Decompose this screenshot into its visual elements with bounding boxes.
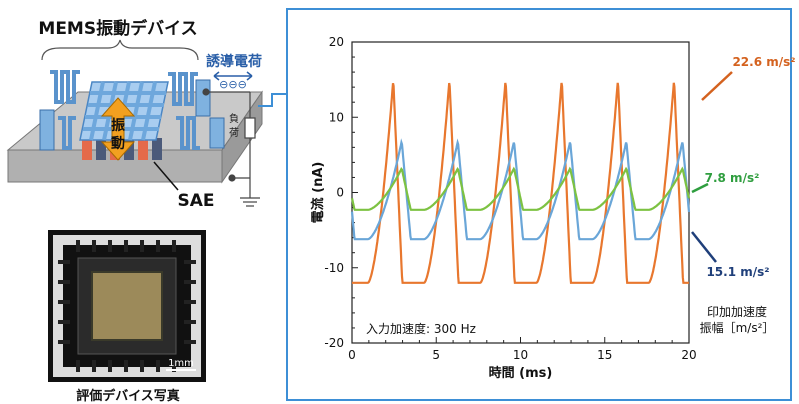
induced-charge-label: 誘導電荷 [206, 53, 262, 70]
load-label-1: 負 [229, 113, 239, 125]
connector-line [258, 93, 288, 107]
spring-structures [39, 70, 225, 151]
title-brace [41, 39, 199, 61]
proof-mass-grid [79, 81, 169, 141]
vibration-label-2: 動 [111, 135, 125, 152]
mems-title: MEMS振動デバイス [38, 18, 197, 39]
substrate-side [221, 90, 263, 184]
charge-symbols: ⊖⊖⊖ [219, 78, 247, 91]
load-label-2: 荷 [229, 127, 239, 139]
sae-label: SAE [177, 191, 214, 211]
sae-pointer [153, 161, 179, 191]
circuit-wiring [202, 88, 260, 207]
chart-panel [286, 8, 792, 401]
vibration-arrow [100, 97, 136, 161]
charge-arrow [213, 71, 253, 81]
photo-pads [58, 240, 196, 372]
device-photo: 1mm [48, 230, 206, 382]
mems-diagram: MEMS振動デバイス 振 動 誘導電荷 ⊖⊖⊖ [6, 18, 263, 211]
photo-chip [91, 271, 163, 341]
vibration-label-1: 振 [111, 117, 125, 134]
scale-label: 1mm [168, 358, 194, 369]
photo-caption: 評価デバイス写真 [76, 389, 180, 404]
